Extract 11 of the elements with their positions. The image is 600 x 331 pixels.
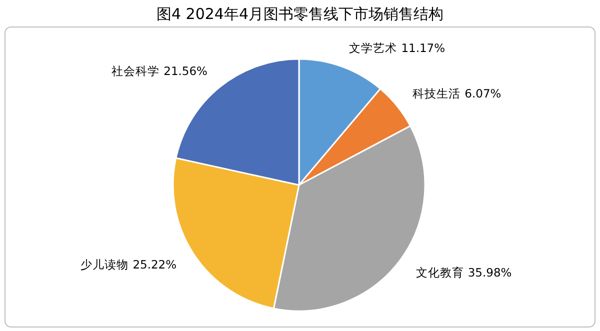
slice-label: 社会科学 — [112, 64, 160, 78]
slice-label: 科技生活 — [412, 86, 461, 100]
data-label: 35.98% — [468, 266, 512, 280]
data-label: 6.07% — [464, 86, 502, 100]
slice-label: 文学艺术 — [349, 40, 398, 55]
slice-label: 少儿读物 — [80, 258, 129, 272]
data-label: 11.17% — [401, 40, 446, 55]
data-label: 21.56% — [164, 64, 208, 78]
data-label: 25.22% — [132, 258, 177, 272]
chart-title: 图4 2024年4月图书零售线下市场销售结构 — [156, 5, 444, 23]
slice-label: 文化教育 — [416, 266, 464, 280]
